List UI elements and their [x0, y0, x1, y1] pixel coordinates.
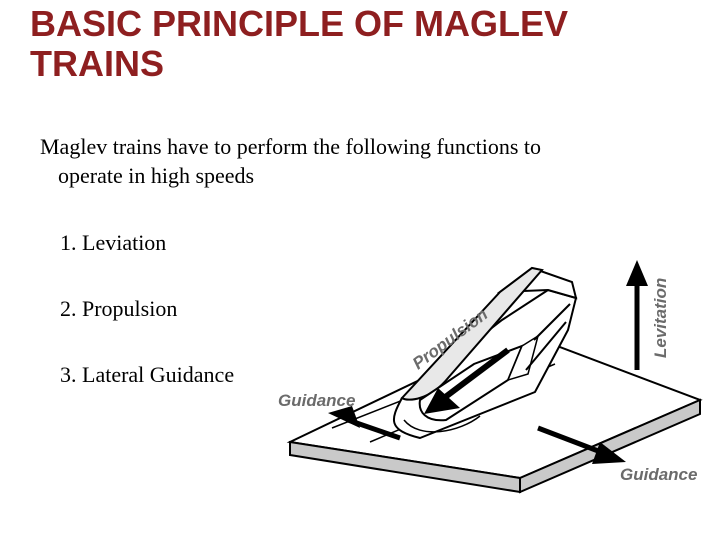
guidance-right-label: Guidance	[620, 465, 697, 484]
page-title: BASIC PRINCIPLE OF MAGLEV TRAINS	[0, 0, 720, 83]
guidance-left-label: Guidance	[278, 391, 355, 410]
intro-line1: Maglev trains have to perform the follow…	[40, 133, 680, 162]
levitation-arrow	[626, 260, 648, 370]
intro-line2: operate in high speeds	[40, 162, 680, 191]
intro-text: Maglev trains have to perform the follow…	[0, 133, 720, 190]
levitation-label: Levitation	[651, 278, 670, 358]
maglev-diagram: Levitation Propulsion Guidance Guidance	[270, 230, 710, 510]
